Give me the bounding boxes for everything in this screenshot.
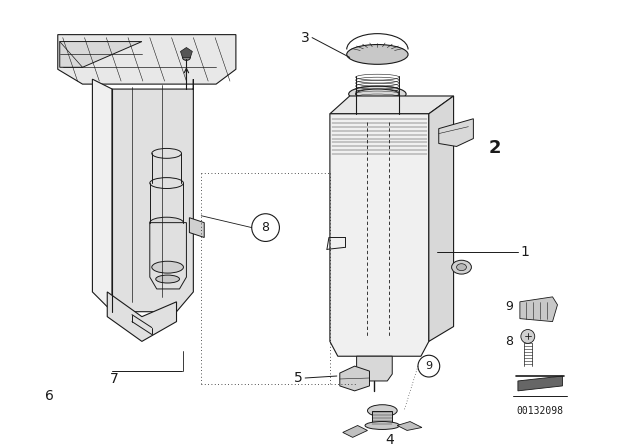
Polygon shape xyxy=(356,356,392,381)
Ellipse shape xyxy=(152,148,182,158)
Ellipse shape xyxy=(356,89,399,99)
Polygon shape xyxy=(520,297,557,322)
Ellipse shape xyxy=(150,217,184,228)
Text: 2: 2 xyxy=(488,139,500,157)
Ellipse shape xyxy=(156,275,179,283)
Ellipse shape xyxy=(152,178,182,188)
Polygon shape xyxy=(60,42,142,67)
Text: 1: 1 xyxy=(521,246,530,259)
Polygon shape xyxy=(330,96,454,114)
Polygon shape xyxy=(372,411,392,426)
Polygon shape xyxy=(150,223,186,289)
Ellipse shape xyxy=(182,54,190,60)
Polygon shape xyxy=(189,218,204,237)
Ellipse shape xyxy=(456,264,467,271)
Ellipse shape xyxy=(367,405,397,417)
Ellipse shape xyxy=(349,86,406,102)
Text: 6: 6 xyxy=(45,389,54,403)
Ellipse shape xyxy=(150,177,184,189)
Ellipse shape xyxy=(356,109,399,119)
Text: 9: 9 xyxy=(426,361,433,371)
Ellipse shape xyxy=(152,261,184,273)
Circle shape xyxy=(521,330,535,343)
Text: 00132098: 00132098 xyxy=(516,405,563,416)
Polygon shape xyxy=(330,114,429,356)
Polygon shape xyxy=(340,366,369,391)
Polygon shape xyxy=(343,426,367,437)
Ellipse shape xyxy=(365,422,399,430)
Polygon shape xyxy=(429,96,454,341)
Text: 8: 8 xyxy=(262,221,269,234)
Ellipse shape xyxy=(452,260,472,274)
Text: 7: 7 xyxy=(110,372,118,386)
Text: 4: 4 xyxy=(385,433,394,448)
Polygon shape xyxy=(58,34,236,84)
Text: 3: 3 xyxy=(301,30,310,45)
Polygon shape xyxy=(439,119,474,146)
Text: 8: 8 xyxy=(505,335,513,348)
Polygon shape xyxy=(397,422,422,431)
Ellipse shape xyxy=(347,44,408,65)
Text: 5: 5 xyxy=(294,371,303,385)
Polygon shape xyxy=(518,376,563,391)
Polygon shape xyxy=(112,79,193,312)
Polygon shape xyxy=(92,79,112,312)
Text: 9: 9 xyxy=(505,300,513,313)
Polygon shape xyxy=(108,292,177,341)
Polygon shape xyxy=(180,47,193,57)
